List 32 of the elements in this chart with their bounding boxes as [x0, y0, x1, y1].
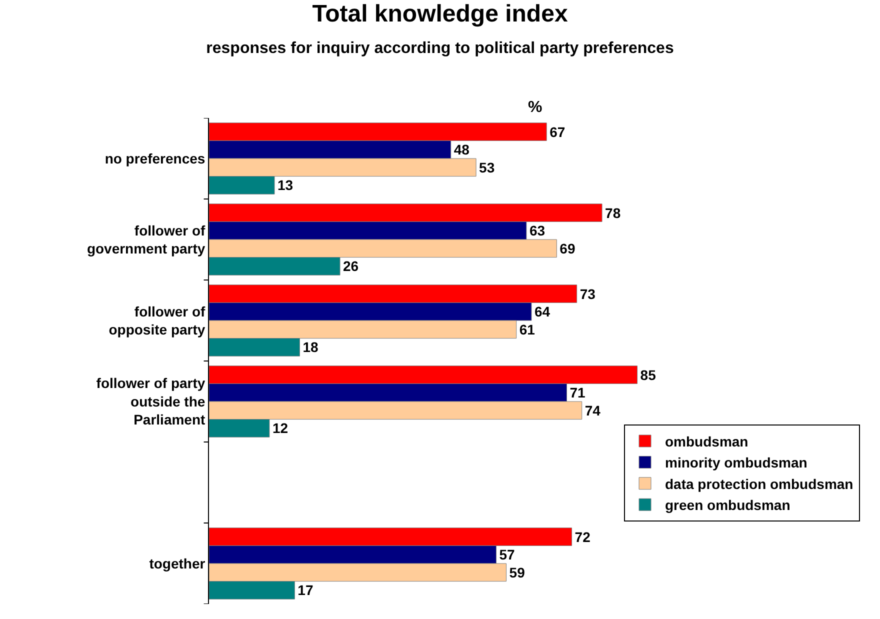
data-label: 69: [560, 240, 576, 256]
legend-label: ombudsman: [665, 433, 748, 450]
data-label: 57: [499, 546, 515, 563]
data-label: 72: [574, 528, 591, 545]
y-tick-label: no preferences: [104, 150, 206, 166]
data-label: 67: [550, 124, 566, 140]
text: %: [528, 99, 542, 116]
data-label: 59: [509, 564, 526, 580]
data-label: 73: [580, 286, 596, 302]
data-label: 48: [454, 142, 470, 158]
data-label: 78: [605, 204, 621, 221]
data-label: 12: [272, 420, 288, 436]
chart-subtitle: responses for inquiry according to political party preferences: [206, 40, 674, 57]
y-tick-label: follower of government party: [86, 222, 206, 256]
data-label: 63: [529, 222, 546, 239]
data-label: 18: [302, 339, 318, 356]
y-tick-label: together: [149, 555, 206, 572]
data-label: 85: [640, 366, 656, 383]
legend-label: minority ombudsman: [665, 454, 808, 471]
legend-label: data protection ombudsman: [665, 476, 854, 492]
chart-title: Total knowledge index: [312, 0, 568, 28]
data-label: 64: [534, 304, 550, 320]
data-label: 26: [343, 258, 359, 274]
legend-label: green ombudsman: [665, 497, 790, 514]
data-label: 61: [519, 321, 536, 338]
data-label: 13: [278, 177, 294, 194]
data-label: 74: [584, 402, 601, 418]
y-tick-label: follower of party outside the Parliament: [96, 375, 206, 428]
data-label: 53: [479, 159, 495, 176]
data-label: 17: [298, 582, 314, 598]
data-label: 71: [570, 384, 586, 401]
y-tick-label: follower of opposite party: [108, 303, 206, 338]
